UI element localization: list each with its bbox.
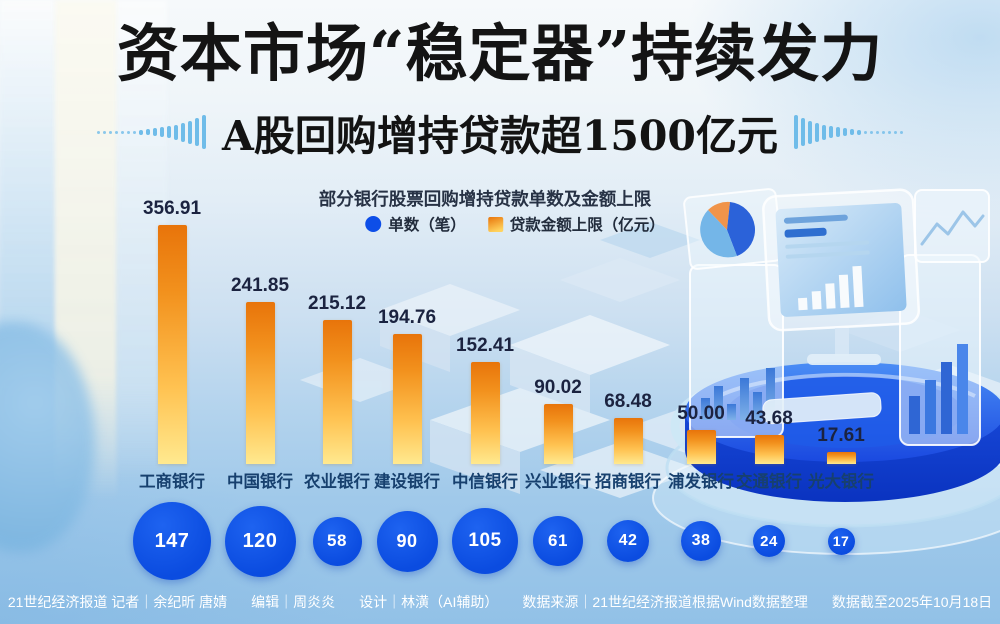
count-circle: 90 — [376, 510, 438, 572]
count-value-label: 24 — [760, 532, 778, 550]
legend-count-label: 单数（笔） — [388, 217, 466, 234]
legend-item-count: 单数（笔） — [365, 213, 466, 235]
chart-title: 部分银行股票回购增持贷款单数及金额上限 — [318, 189, 652, 209]
subtitle: A股回购增持贷款超1500亿元 — [222, 112, 778, 160]
count-circle: 105 — [452, 508, 518, 574]
amount-value-label: 90.02 — [534, 377, 582, 398]
amount-bar — [392, 334, 422, 464]
amount-bar — [543, 404, 573, 464]
count-circle: 42 — [607, 520, 649, 562]
count-circle: 120 — [224, 505, 296, 577]
amount-value-label: 241.85 — [230, 275, 290, 296]
amount-bar — [686, 430, 716, 464]
legend-amount-label: 贷款金额上限（亿元） — [509, 217, 665, 234]
bank-label: 招商银行 — [595, 473, 661, 491]
amount-bar — [826, 452, 856, 464]
main-title: 资本市场“稳定器”持续发力 — [116, 17, 884, 90]
amount-value-label: 215.12 — [307, 293, 367, 314]
bank-label: 建设银行 — [374, 473, 440, 491]
amount-bar — [470, 362, 500, 464]
bank-label: 光大银行 — [808, 473, 874, 491]
soundwave-right-decoration — [793, 110, 903, 154]
count-value-label: 90 — [396, 530, 418, 551]
count-circle: 38 — [681, 521, 721, 561]
count-value-label: 105 — [468, 530, 502, 551]
count-circle: 17 — [827, 527, 855, 555]
amount-bar — [322, 320, 352, 464]
bank-label: 工商银行 — [139, 473, 205, 491]
amount-value-label: 17.61 — [817, 425, 865, 446]
footer-segment: 数据截至2025年10月18日 — [831, 594, 993, 610]
count-value-label: 120 — [242, 529, 278, 552]
subtitle-row: A股回购增持贷款超1500亿元 — [0, 102, 1000, 162]
amount-bar — [157, 225, 187, 464]
count-circle: 58 — [312, 516, 362, 566]
amount-value-label: 356.91 — [142, 198, 202, 219]
footer-segment: 设计｜林潢（AI辅助） — [359, 594, 499, 610]
footer-segment: 编辑｜周炎炎 — [251, 594, 336, 610]
count-value-label: 42 — [618, 532, 638, 549]
bank-label: 中国银行 — [227, 473, 293, 491]
count-value-label: 38 — [691, 532, 711, 549]
bank-label: 兴业银行 — [525, 473, 591, 491]
count-circle: 147 — [133, 502, 211, 580]
count-value-label: 147 — [154, 529, 190, 552]
chart-legend: 单数（笔） 贷款金额上限（亿元） — [365, 213, 665, 235]
count-circle-swatch-icon — [365, 216, 382, 232]
amount-bar — [613, 418, 643, 464]
bank-label: 浦发银行 — [668, 473, 734, 491]
amount-value-label: 68.48 — [604, 391, 652, 412]
amount-value-label: 50.00 — [677, 403, 725, 424]
count-value-label: 58 — [327, 531, 347, 550]
footer-credits: 21世纪经济报道 记者｜余纪昕 唐婧 编辑｜周炎炎 设计｜林潢（AI辅助） 数据来源｜… — [0, 592, 1000, 612]
amount-bar — [754, 435, 784, 464]
legend-item-amount: 贷款金额上限（亿元） — [487, 213, 665, 235]
bank-label: 中信银行 — [452, 473, 518, 491]
count-value-label: 17 — [832, 533, 850, 549]
bank-label: 交通银行 — [736, 473, 802, 491]
footer-segment: 21世纪经济报道 记者｜余纪昕 唐婧 — [7, 594, 228, 610]
bank-label: 农业银行 — [304, 473, 370, 491]
footer-segment: 数据来源｜21世纪经济报道根据Wind数据整理 — [522, 594, 808, 610]
amount-value-label: 152.41 — [455, 335, 515, 356]
amount-value-label: 194.76 — [377, 307, 437, 328]
count-value-label: 61 — [548, 531, 568, 550]
amount-value-label: 43.68 — [745, 408, 793, 429]
soundwave-left-decoration — [97, 110, 207, 154]
amount-bar — [245, 302, 275, 464]
count-circle: 61 — [533, 516, 583, 566]
count-circle: 24 — [753, 525, 785, 557]
amount-bar-swatch-icon — [487, 216, 503, 232]
